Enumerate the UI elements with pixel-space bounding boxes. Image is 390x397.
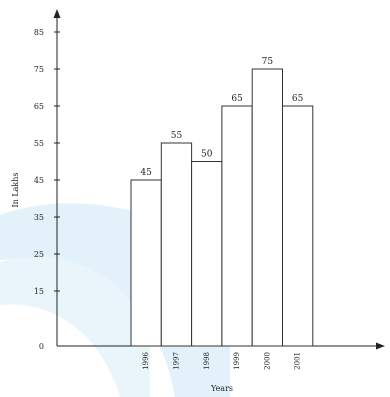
y-tick-label: 65 bbox=[34, 102, 44, 111]
y-tick-label: 35 bbox=[34, 213, 44, 222]
bar bbox=[191, 161, 223, 347]
bars bbox=[130, 68, 314, 347]
y-tick-label: 55 bbox=[34, 139, 44, 148]
y-axis-title: In Lakhs bbox=[11, 172, 20, 207]
bar bbox=[251, 68, 283, 347]
data-labels: 45 55 50 65 75 65 bbox=[140, 57, 303, 178]
y-tick-label: 0 bbox=[39, 342, 44, 351]
bar-value-label: 65 bbox=[231, 94, 243, 104]
x-category-label: 2001 bbox=[294, 352, 302, 370]
bar-value-label: 65 bbox=[292, 94, 304, 104]
x-axis-arrow-icon bbox=[376, 342, 385, 350]
y-tick-label: 25 bbox=[34, 250, 44, 259]
y-tick-label: 75 bbox=[34, 65, 44, 74]
bar-value-label: 50 bbox=[201, 150, 213, 160]
x-category-label: 2000 bbox=[263, 352, 271, 370]
x-category-label: 1999 bbox=[233, 352, 241, 370]
bar-value-label: 55 bbox=[171, 131, 183, 141]
y-tick-label: 85 bbox=[34, 28, 44, 37]
x-category-labels: 1996 1997 1998 1999 2000 2001 bbox=[142, 351, 302, 369]
x-category-label: 1998 bbox=[203, 352, 211, 370]
bar bbox=[160, 142, 193, 347]
y-tick-label: 45 bbox=[34, 176, 44, 185]
x-axis-title: Years bbox=[210, 384, 233, 393]
x-category-label: 1997 bbox=[172, 352, 180, 370]
bar bbox=[221, 105, 253, 347]
bar bbox=[130, 179, 162, 347]
y-tick-label: 15 bbox=[34, 287, 44, 296]
y-axis-arrow-icon bbox=[53, 9, 61, 18]
x-category-label: 1996 bbox=[142, 351, 150, 369]
bar-value-label: 45 bbox=[140, 168, 152, 178]
bar bbox=[282, 105, 314, 347]
y-ticks: 0 15 25 35 45 55 65 75 85 bbox=[34, 28, 60, 351]
bar-value-label: 75 bbox=[262, 57, 274, 67]
